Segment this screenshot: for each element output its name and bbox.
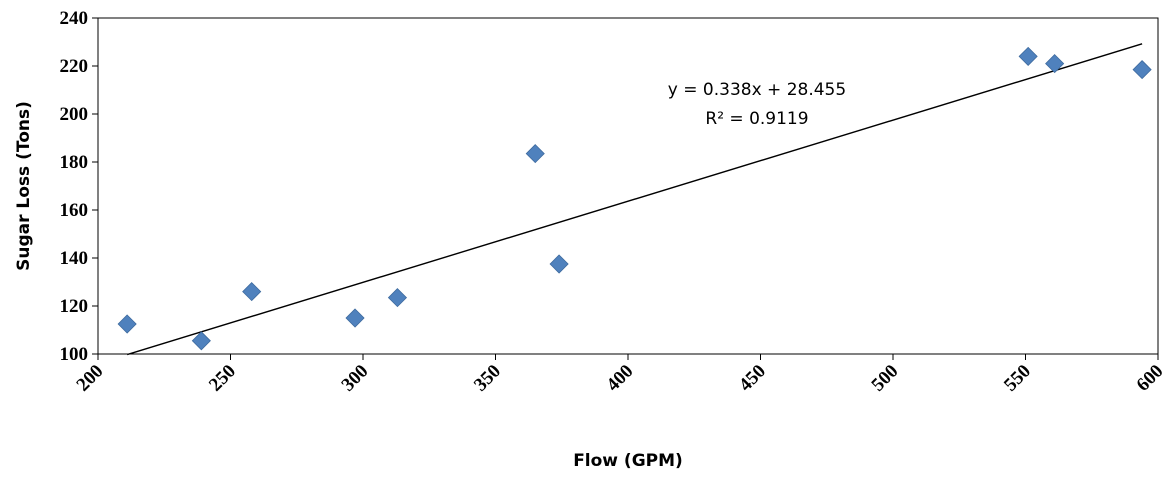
x-tick-label: 350 — [470, 361, 505, 396]
x-tick-label: 250 — [205, 361, 240, 396]
y-tick-label: 200 — [60, 104, 89, 125]
data-point — [387, 288, 408, 308]
y-tick-label: 140 — [60, 248, 89, 269]
y-tick-label: 180 — [60, 152, 89, 173]
data-point — [345, 308, 365, 328]
x-tick-label: 400 — [603, 361, 638, 396]
data-point — [117, 314, 137, 334]
y-tick-label: 220 — [60, 56, 89, 77]
y-tick-label: 160 — [60, 200, 89, 221]
data-point — [549, 254, 569, 274]
plot-area — [97, 17, 1159, 355]
x-tick-label: 550 — [1000, 361, 1035, 396]
y-tick-label: 100 — [60, 344, 89, 365]
trendline-equation: y = 0.338x + 28.455 — [668, 80, 846, 100]
data-point — [1045, 54, 1065, 74]
data-point — [1018, 46, 1038, 66]
x-axis-title: Flow (GPM) — [573, 451, 683, 471]
trendline — [126, 43, 1143, 356]
trendline-r-squared: R² = 0.9119 — [705, 109, 808, 129]
x-axis-ticks: 200 250 300 350 400 450 500 550 600 — [73, 354, 1168, 396]
data-point — [242, 282, 262, 302]
data-point — [525, 144, 545, 164]
x-tick-label: 200 — [73, 361, 108, 396]
y-axis-ticks: 100 120 140 160 180 200 220 240 — [60, 8, 98, 365]
trendline-group — [126, 43, 1143, 356]
y-tick-label: 120 — [60, 296, 89, 317]
y-axis-title: Sugar Loss (Tons) — [14, 101, 34, 271]
x-tick-label: 300 — [338, 361, 373, 396]
data-point — [191, 331, 211, 351]
data-point — [1132, 60, 1152, 80]
x-tick-label: 600 — [1133, 361, 1168, 396]
data-points — [117, 46, 1152, 351]
y-tick-label: 240 — [60, 8, 89, 29]
x-tick-label: 450 — [735, 361, 770, 396]
x-tick-label: 500 — [868, 361, 903, 396]
